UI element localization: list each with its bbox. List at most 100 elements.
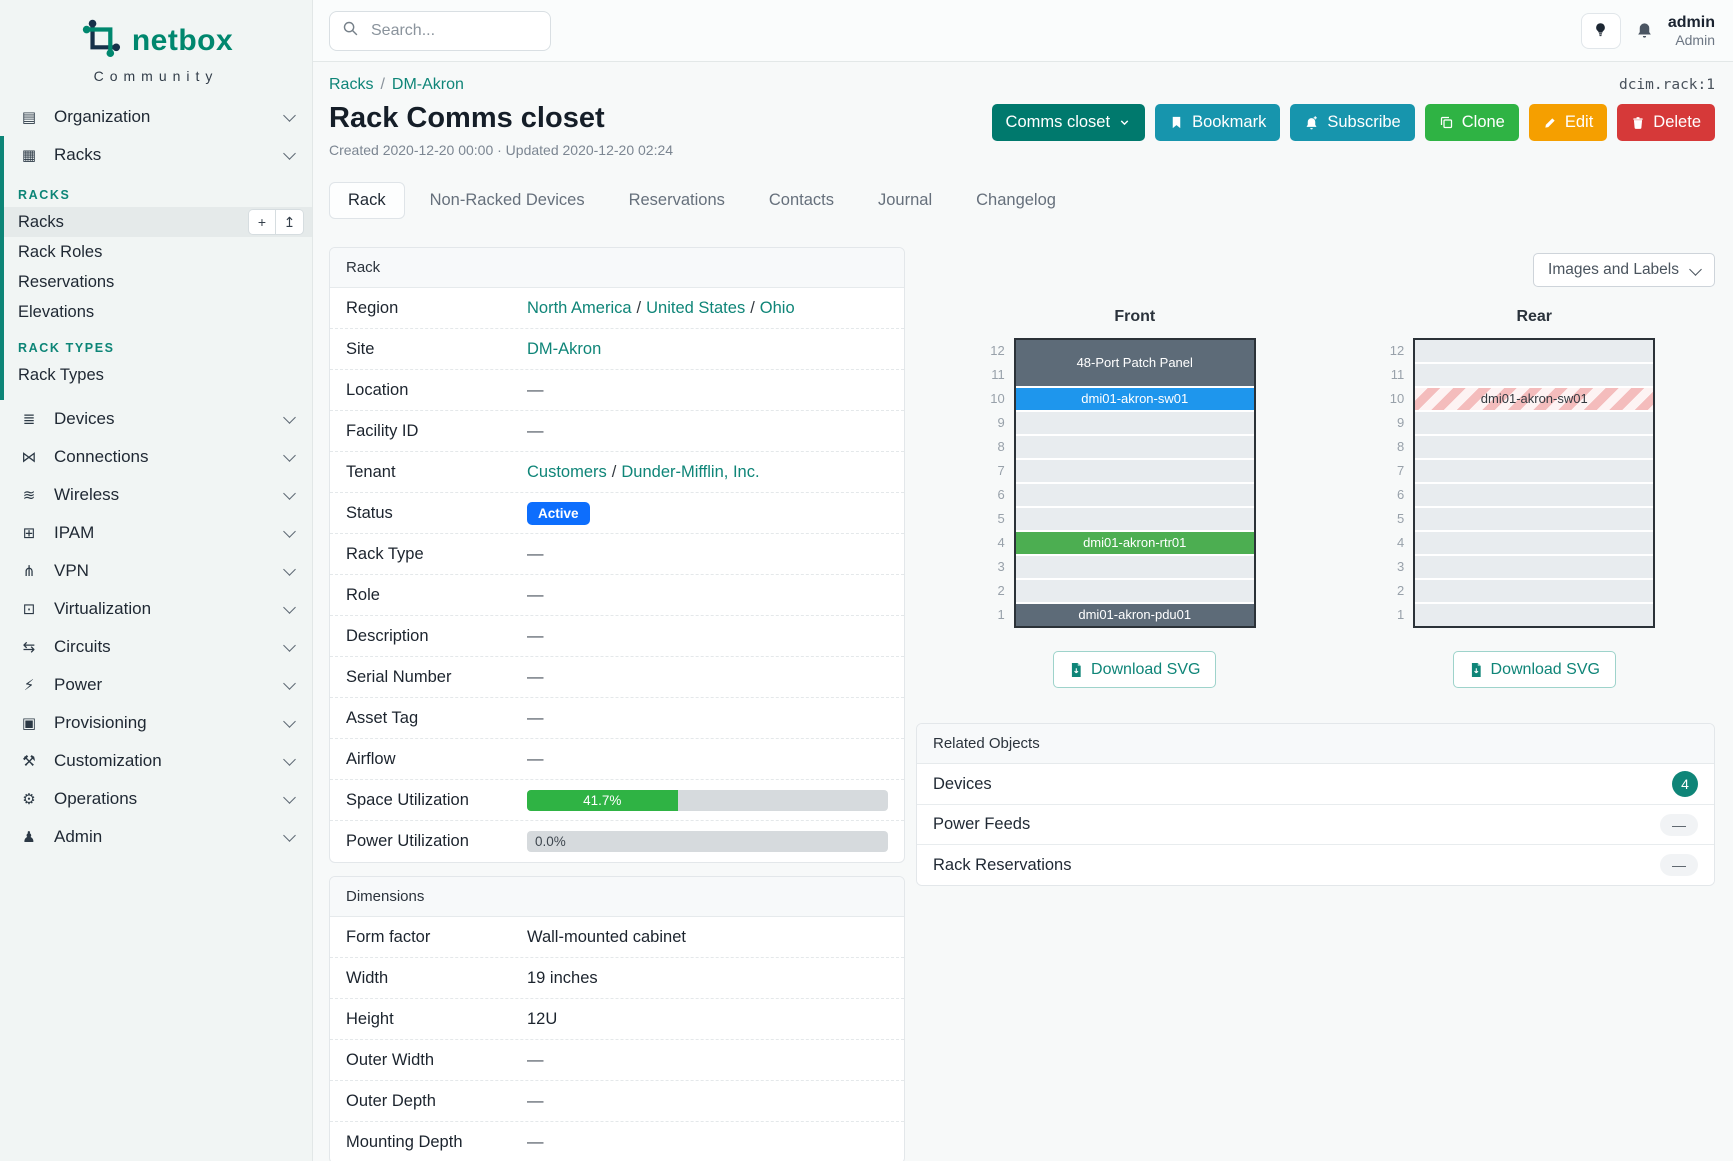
field-row-form-factor: Form factor Wall-mounted cabinet xyxy=(330,917,904,958)
theme-toggle-button[interactable] xyxy=(1580,12,1621,49)
field-label: Height xyxy=(346,1009,394,1028)
field-link[interactable]: Customers xyxy=(527,462,607,481)
breadcrumb-link[interactable]: DM-Akron xyxy=(391,76,464,93)
field-link[interactable]: Ohio xyxy=(759,298,795,317)
sidebar-item-power[interactable]: ⚡ Power xyxy=(0,666,312,704)
user-menu[interactable]: admin Admin xyxy=(1668,13,1715,49)
download-svg-label: Download SVG xyxy=(1091,660,1201,678)
lightbulb-icon xyxy=(1593,22,1608,40)
field-row-facility-id: Facility ID — xyxy=(330,411,904,452)
sidebar-item-virtualization[interactable]: ⊡ Virtualization xyxy=(0,590,312,628)
clone-button[interactable]: Clone xyxy=(1424,104,1519,141)
sidebar-item-label: Connections xyxy=(54,447,149,466)
related-row-rack-reservations[interactable]: Rack Reservations — xyxy=(917,845,1714,885)
field-value: 0.0% xyxy=(527,831,888,852)
rack-unit-empty[interactable] xyxy=(1415,484,1654,506)
images-labels-dropdown[interactable]: Images and Labels xyxy=(1533,253,1715,287)
chevron-down-icon xyxy=(283,753,296,766)
breadcrumb-separator: / xyxy=(380,76,385,93)
search-input[interactable] xyxy=(369,20,538,41)
subscribe-button[interactable]: Subscribe xyxy=(1290,104,1415,141)
rack-unit-empty[interactable] xyxy=(1415,340,1654,362)
sidebar-item-rack-types[interactable]: Rack Types xyxy=(4,360,312,390)
vpn-icon: ⋔ xyxy=(22,563,36,580)
page-title: Rack Comms closet xyxy=(329,102,605,134)
rack-unit-empty[interactable] xyxy=(1015,412,1254,434)
rack-unit-empty[interactable] xyxy=(1015,484,1254,506)
download-svg-button-rear[interactable]: Download SVG xyxy=(1452,651,1616,688)
rack-unit-empty[interactable] xyxy=(1415,556,1654,578)
sidebar-item-reservations[interactable]: Reservations xyxy=(4,267,312,297)
field-link[interactable]: North America xyxy=(527,298,632,317)
sidebar-item-admin[interactable]: ♟ Admin xyxy=(0,818,312,856)
rack-unit-empty[interactable] xyxy=(1015,556,1254,578)
rack-device-48-port-patch-panel[interactable]: 48-Port Patch Panel xyxy=(1015,340,1254,386)
rack-device-dmi01-akron-sw01[interactable]: dmi01-akron-sw01 xyxy=(1415,388,1654,410)
rack-unit-empty[interactable] xyxy=(1415,532,1654,554)
tab-non-racked-devices[interactable]: Non-Racked Devices xyxy=(429,191,585,209)
rack-unit-empty[interactable] xyxy=(1415,436,1654,458)
sidebar-item-label: Admin xyxy=(54,827,103,846)
rack-unit-empty[interactable] xyxy=(1415,364,1654,386)
sidebar-item-provisioning[interactable]: ▣ Provisioning xyxy=(0,704,312,742)
add-button[interactable]: + xyxy=(249,210,276,234)
topbar: admin Admin xyxy=(313,0,1733,62)
rack-device-dmi01-akron-sw01[interactable]: dmi01-akron-sw01 xyxy=(1015,388,1254,410)
sidebar-item-customization[interactable]: ⚒ Customization xyxy=(0,742,312,780)
sidebar-item-ipam[interactable]: ⊞ IPAM xyxy=(0,514,312,552)
unit-number: 10 xyxy=(1389,391,1405,406)
tab-changelog[interactable]: Changelog xyxy=(976,191,1056,209)
field-link[interactable]: Dunder-Mifflin, Inc. xyxy=(621,462,760,481)
virtualization-icon: ⊡ xyxy=(22,601,36,618)
sidebar-item-operations[interactable]: ⚙ Operations xyxy=(0,780,312,818)
sidebar-item-racks[interactable]: ▦ Racks xyxy=(4,136,312,174)
rack-device-dmi01-akron-pdu01[interactable]: dmi01-akron-pdu01 xyxy=(1015,604,1254,626)
notifications-bell-icon[interactable] xyxy=(1635,21,1654,40)
tab-journal[interactable]: Journal xyxy=(878,191,933,209)
rack-unit-empty[interactable] xyxy=(1415,460,1654,482)
rack-unit-empty[interactable] xyxy=(1015,508,1254,530)
chevron-down-icon xyxy=(1118,116,1131,129)
bookmark-button[interactable]: Bookmark xyxy=(1155,104,1281,141)
related-label: Power Feeds xyxy=(933,815,1031,833)
sidebar-item-organization[interactable]: ▤ Organization xyxy=(0,98,312,136)
rack-unit-empty[interactable] xyxy=(1415,580,1654,602)
rack-unit-empty[interactable] xyxy=(1015,460,1254,482)
sidebar-item-devices[interactable]: ≣ Devices xyxy=(0,400,312,438)
rack-device-dmi01-akron-rtr01[interactable]: dmi01-akron-rtr01 xyxy=(1015,532,1254,554)
rack-unit-empty[interactable] xyxy=(1415,604,1654,626)
edit-button[interactable]: Edit xyxy=(1528,104,1608,141)
sidebar-item-rack-roles[interactable]: Rack Roles xyxy=(4,237,312,267)
sidebar-item-elevations[interactable]: Elevations xyxy=(4,297,312,327)
field-row-location: Location — xyxy=(330,370,904,411)
sidebar-item-wireless[interactable]: ≋ Wireless xyxy=(0,476,312,514)
rack-unit-empty[interactable] xyxy=(1415,412,1654,434)
field-link[interactable]: DM-Akron xyxy=(527,339,602,358)
count-badge[interactable]: 4 xyxy=(1672,771,1698,797)
search-box[interactable] xyxy=(329,10,551,51)
chevron-down-icon xyxy=(283,715,296,728)
related-row-power-feeds[interactable]: Power Feeds — xyxy=(917,805,1714,845)
field-link[interactable]: United States xyxy=(646,298,746,317)
breadcrumb-link[interactable]: Racks xyxy=(329,76,374,93)
delete-button[interactable]: Delete xyxy=(1617,104,1715,141)
download-svg-button-front[interactable]: Download SVG xyxy=(1053,651,1217,688)
rack-unit-empty[interactable] xyxy=(1015,580,1254,602)
elevation-front: Front 12 11 10 9 8 7 6 5 4 3 2 1 48-Port Patch Panel d… xyxy=(916,308,1316,688)
tab-contacts[interactable]: Contacts xyxy=(768,191,834,209)
sidebar-item-racks[interactable]: Racks + ↥ xyxy=(4,207,312,237)
rack-unit-empty[interactable] xyxy=(1415,508,1654,530)
rack-unit-empty[interactable] xyxy=(1015,436,1254,458)
tab-rack[interactable]: Rack xyxy=(329,182,405,219)
related-row-devices[interactable]: Devices 4 xyxy=(917,764,1714,805)
sidebar-item-circuits[interactable]: ⇆ Circuits xyxy=(0,628,312,666)
sidebar-item-vpn[interactable]: ⋔ VPN xyxy=(0,552,312,590)
field-value: — xyxy=(527,1133,888,1152)
field-row-serial-number: Serial Number — xyxy=(330,657,904,698)
tab-reservations[interactable]: Reservations xyxy=(628,191,725,209)
sidebar-item-label: Organization xyxy=(54,107,151,126)
sidebar-item-connections[interactable]: ⋈ Connections xyxy=(0,438,312,476)
import-button[interactable]: ↥ xyxy=(276,210,303,234)
customization-icon: ⚒ xyxy=(22,753,36,770)
comms-closet-dropdown[interactable]: Comms closet xyxy=(991,104,1146,141)
